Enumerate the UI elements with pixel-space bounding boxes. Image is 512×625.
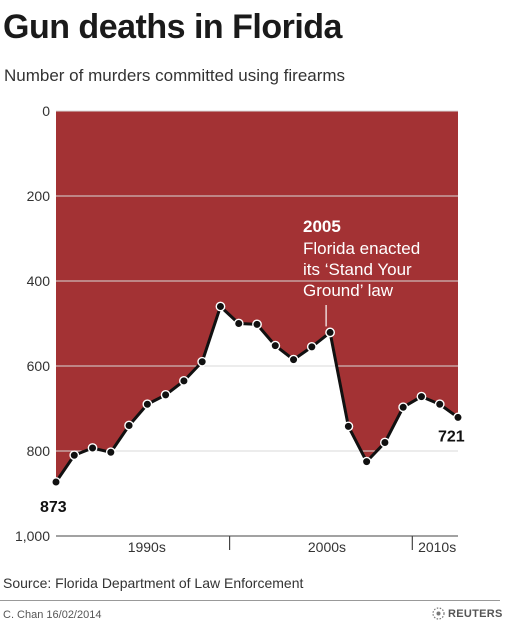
y-tick-label: 600 [27,358,51,374]
gun-deaths-chart: 0 200 400 600 800 1,000 1990s 2000s 2010s 873 721… [15,103,465,555]
data-point [160,389,171,400]
data-point [416,391,427,402]
x-decade-label: 1990s [128,539,166,555]
data-point [105,447,116,458]
annotation-text: Ground’ law [303,281,394,300]
reuters-dots-icon [432,607,445,620]
data-point [380,437,390,448]
data-point [87,443,98,453]
data-point [270,340,281,351]
data-point [325,327,335,338]
data-point [398,402,409,413]
data-point [142,399,153,410]
data-point [306,341,317,352]
source-note: Source: Florida Department of Law Enforc… [3,575,304,591]
annotation-text: Florida enacted [303,239,420,258]
chart-title: Gun deaths in Florida [3,8,342,46]
data-point [453,412,463,423]
data-point [215,301,226,312]
annotation-year: 2005 [303,217,341,236]
data-point [233,318,244,329]
credit-line: C. Chan 16/02/2014 [3,609,102,621]
data-label: 873 [40,499,67,516]
data-point [343,421,354,432]
x-decade-label: 2000s [308,539,346,555]
y-tick-label: 0 [42,103,50,119]
data-point [51,477,61,487]
y-tick-label: 200 [27,188,51,204]
data-point [124,420,134,431]
chart-subtitle: Number of murders committed using firear… [4,66,346,85]
y-tick-label: 800 [27,443,51,459]
data-label: 721 [438,428,465,445]
footer-divider [0,600,500,601]
data-point [361,456,372,467]
x-decade-label: 2010s [418,539,456,555]
reuters-logo: REUTERS [432,607,503,620]
reuters-wordmark: REUTERS [448,607,503,620]
data-point [197,356,208,367]
y-tick-label: 400 [27,273,51,289]
data-point [434,399,445,410]
area-fill [56,111,458,483]
annotation-text: its ‘Stand Your [303,260,412,279]
data-point [288,354,299,365]
data-point [179,375,189,386]
y-tick-label: 1,000 [15,528,50,544]
data-point [69,450,80,461]
data-point [252,319,262,330]
